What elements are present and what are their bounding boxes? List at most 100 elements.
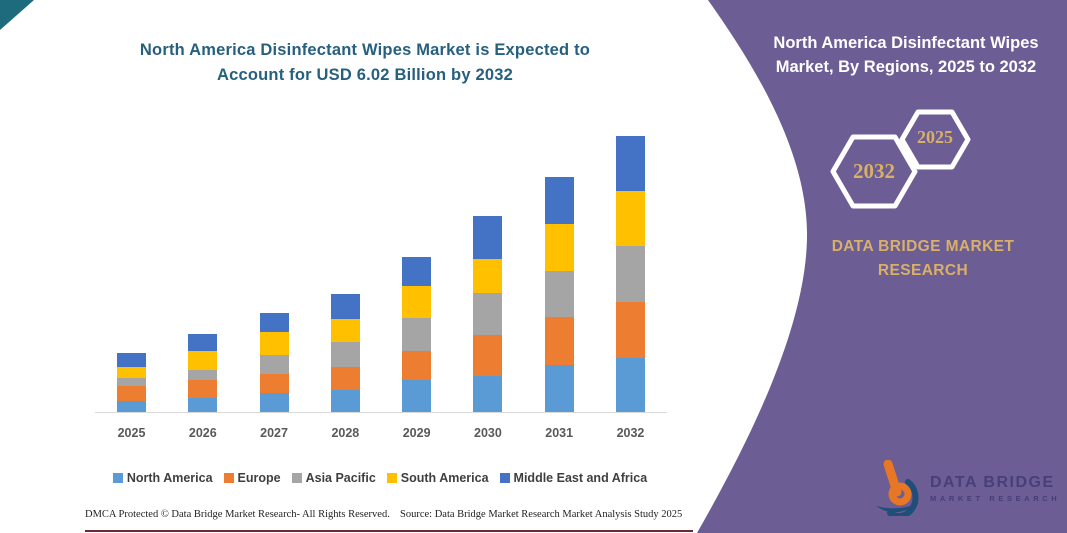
- legend-item-south-america: South America: [386, 471, 489, 485]
- hexagon-2025: 2025: [898, 108, 972, 171]
- bar-segment-2030-middle-east-and-africa: [473, 216, 503, 259]
- legend-label: Middle East and Africa: [513, 471, 648, 485]
- x-axis-label-2032: 2032: [616, 426, 645, 442]
- legend-label: Asia Pacific: [305, 471, 376, 485]
- source-text: Source: Data Bridge Market Research Mark…: [400, 509, 683, 520]
- chart-title-line2: Account for USD 6.02 Billion by 2032: [216, 66, 514, 84]
- corner-accent-triangle: [0, 0, 34, 30]
- legend-item-north-america: North America: [112, 471, 213, 485]
- brand-wordmark-line2: RESEARCH: [877, 262, 969, 279]
- bar-segment-2027-north-america: [259, 393, 289, 413]
- bar-segment-2028-europe: [330, 367, 360, 390]
- logo-text: DATA BRIDGE MARKET RESEARCH: [930, 474, 1060, 503]
- x-axis-labels: 2025 2026 2027 2028 2029 2030 2031 2032: [117, 426, 645, 442]
- chart-title-line1: North America Disinfectant Wipes Market …: [139, 41, 591, 59]
- chart-title: North America Disinfectant Wipes Market …: [85, 38, 645, 88]
- bar-segment-2028-middle-east-and-africa: [330, 294, 360, 319]
- bar-segment-2029-asia-pacific: [402, 318, 432, 351]
- bar-2027: [259, 313, 289, 413]
- legend-swatch-icon: [499, 473, 510, 483]
- panel-title: North America Disinfectant Wipes Market,…: [760, 31, 1052, 79]
- logo-text-line1: DATA BRIDGE: [930, 473, 1055, 491]
- legend-item-europe: Europe: [223, 471, 281, 485]
- bar-segment-2032-south-america: [615, 191, 645, 246]
- hexagon-2025-outline: [899, 109, 971, 170]
- bar-segment-2025-asia-pacific: [117, 378, 146, 386]
- bar-segment-2029-middle-east-and-africa: [402, 257, 432, 286]
- legend-label: North America: [126, 471, 213, 485]
- panel-title-line2: Market, By Regions, 2025 to 2032: [775, 58, 1037, 76]
- logo-text-line2: MARKET RESEARCH: [930, 493, 1061, 503]
- copyright-text: DMCA Protected © Data Bridge Market Rese…: [85, 509, 390, 520]
- bar-segment-2032-europe: [615, 302, 645, 358]
- x-axis-label-2027: 2027: [260, 426, 289, 442]
- bar-segment-2025-europe: [117, 386, 146, 401]
- x-axis-label-text: 2031: [545, 426, 574, 440]
- bar-segment-2031-north-america: [544, 365, 574, 413]
- bar-2025: [117, 353, 146, 413]
- purple-panel-shape: [697, 0, 1067, 533]
- bar-2028: [330, 294, 360, 413]
- bar-segment-2026-asia-pacific: [188, 370, 218, 380]
- stacked-bar-chart: [117, 133, 645, 413]
- legend-item-middle-east-and-africa: Middle East and Africa: [499, 471, 648, 485]
- x-axis-label-text: 2028: [331, 426, 360, 440]
- bar-segment-2030-south-america: [473, 259, 503, 293]
- bar-segment-2026-europe: [188, 380, 218, 398]
- bar-segment-2027-south-america: [259, 332, 289, 355]
- bar-segment-2031-south-america: [544, 224, 574, 271]
- bar-segment-2027-asia-pacific: [259, 355, 289, 374]
- bar-segment-2027-europe: [259, 374, 289, 393]
- legend-swatch-icon: [386, 473, 397, 483]
- bar-segment-2025-north-america: [117, 401, 146, 413]
- x-axis-label-2029: 2029: [402, 426, 431, 442]
- bar-segment-2032-middle-east-and-africa: [615, 136, 645, 191]
- x-axis-label-2025: 2025: [117, 426, 146, 442]
- bar-2030: [473, 216, 503, 413]
- bar-2029: [402, 257, 432, 413]
- brand-wordmark: DATA BRIDGE MARKET RESEARCH: [810, 235, 1036, 283]
- x-axis-label-text: 2025: [117, 426, 146, 440]
- bar-segment-2027-middle-east-and-africa: [259, 313, 289, 332]
- logo-mark-icon: [876, 460, 919, 516]
- bar-segment-2030-asia-pacific: [473, 293, 503, 335]
- bar-segment-2025-south-america: [117, 367, 146, 378]
- bar-segment-2029-north-america: [402, 380, 432, 413]
- bar-segment-2032-north-america: [615, 358, 645, 413]
- brand-wordmark-line1: DATA BRIDGE MARKET: [831, 238, 1015, 255]
- bar-segment-2030-north-america: [473, 376, 503, 413]
- legend-item-asia-pacific: Asia Pacific: [291, 471, 376, 485]
- x-axis-label-2028: 2028: [331, 426, 360, 442]
- bar-segment-2029-europe: [402, 351, 432, 380]
- x-axis-label-2030: 2030: [473, 426, 502, 442]
- legend-label: Europe: [237, 471, 281, 485]
- legend-swatch-icon: [291, 473, 302, 483]
- bar-segment-2028-asia-pacific: [330, 342, 360, 367]
- x-axis-label-text: 2029: [402, 426, 431, 440]
- bottom-divider: [85, 530, 693, 532]
- x-axis-line: [95, 412, 667, 413]
- hexagon-2032-outline: [830, 134, 918, 209]
- x-axis-label-text: 2027: [260, 426, 288, 440]
- bar-segment-2025-middle-east-and-africa: [117, 353, 146, 367]
- bar-segment-2028-north-america: [330, 390, 360, 413]
- legend-swatch-icon: [112, 473, 123, 483]
- bar-segment-2031-europe: [544, 317, 574, 365]
- bar-segment-2031-middle-east-and-africa: [544, 177, 574, 224]
- panel-title-line1: North America Disinfectant Wipes: [773, 34, 1039, 52]
- x-axis-label-2026: 2026: [188, 426, 217, 442]
- bar-2032: [615, 136, 645, 413]
- legend-swatch-icon: [223, 473, 234, 483]
- bar-segment-2031-asia-pacific: [544, 271, 574, 317]
- bar-2026: [188, 334, 218, 413]
- company-logo: DATA BRIDGE MARKET RESEARCH: [874, 460, 1060, 516]
- bar-segment-2030-europe: [473, 335, 503, 376]
- hexagon-2032: 2032: [829, 133, 919, 210]
- x-axis-label-text: 2030: [474, 426, 502, 440]
- bar-segment-2028-south-america: [330, 319, 360, 342]
- hexagon-2025-label: 2025: [917, 127, 953, 147]
- x-axis-label-2031: 2031: [545, 426, 574, 442]
- chart-legend: North America Europe Asia Pacific South Ame…: [80, 471, 680, 485]
